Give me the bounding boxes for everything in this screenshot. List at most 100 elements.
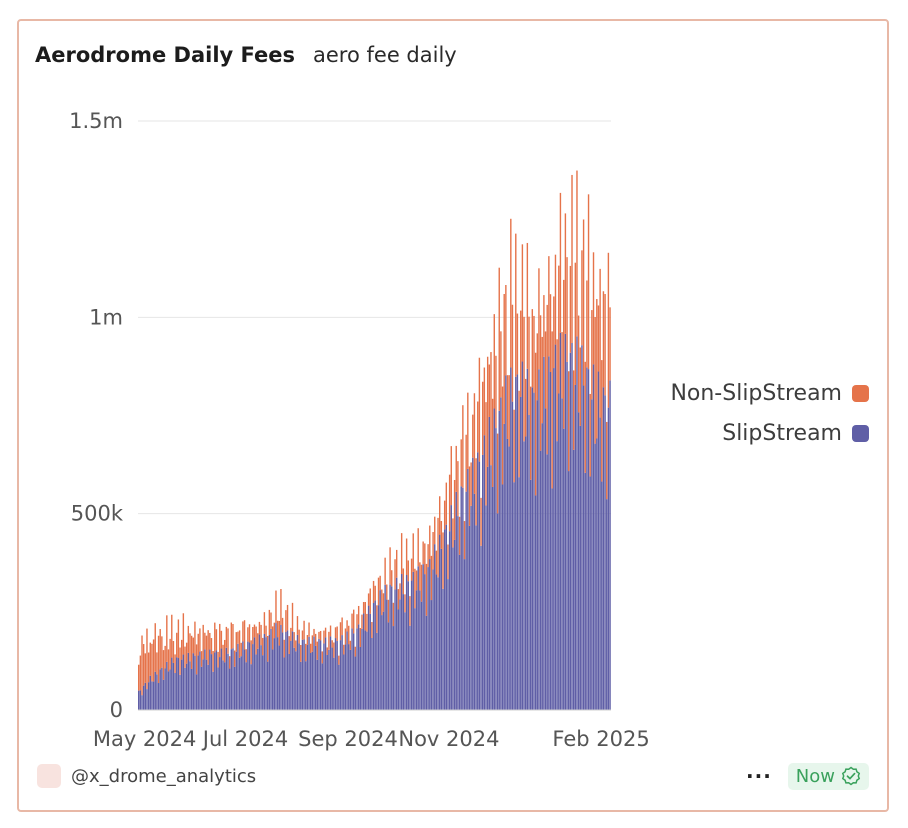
- bar-slipstream: [410, 580, 413, 710]
- bar-slipstream: [439, 534, 441, 710]
- bar-slipstream: [589, 476, 591, 710]
- bar-slipstream: [366, 631, 368, 710]
- bar-non-slipstream: [181, 639, 183, 660]
- author-link[interactable]: @x_drome_analytics: [71, 765, 257, 787]
- bar-non-slipstream: [162, 650, 165, 680]
- legend-item-non-slipstream[interactable]: Non-SlipStream: [670, 373, 869, 413]
- bar-slipstream: [601, 481, 603, 710]
- refresh-status-badge[interactable]: Now: [787, 762, 869, 790]
- bar-slipstream: [452, 547, 454, 710]
- bar-non-slipstream: [520, 310, 522, 397]
- bar-slipstream: [399, 599, 401, 710]
- bar-non-slipstream: [310, 643, 312, 654]
- bar-non-slipstream: [348, 625, 350, 645]
- bar-slipstream: [286, 630, 289, 710]
- bar-non-slipstream: [587, 194, 590, 370]
- bar-non-slipstream: [445, 482, 448, 525]
- bar-slipstream: [591, 399, 593, 710]
- bar-slipstream: [607, 407, 610, 710]
- bar-non-slipstream: [607, 252, 610, 408]
- bar-slipstream: [525, 436, 527, 710]
- check-badge-icon: [841, 766, 861, 786]
- bar-slipstream: [288, 653, 290, 710]
- bar-non-slipstream: [263, 612, 266, 634]
- bar-non-slipstream: [429, 525, 431, 560]
- bar-non-slipstream: [430, 555, 433, 601]
- bar-slipstream: [564, 333, 567, 710]
- bar-non-slipstream: [362, 602, 365, 614]
- bar-non-slipstream: [207, 630, 209, 665]
- bar-slipstream: [250, 664, 252, 710]
- bar-non-slipstream: [250, 640, 252, 665]
- bar-slipstream: [511, 401, 514, 710]
- bar-non-slipstream: [412, 533, 414, 572]
- bar-non-slipstream: [262, 637, 264, 656]
- y-tick-label: 1m: [89, 305, 123, 329]
- bar-non-slipstream: [592, 252, 595, 365]
- y-tick-label: 0: [110, 698, 123, 722]
- bar-non-slipstream: [526, 242, 529, 369]
- bar-non-slipstream: [382, 593, 385, 612]
- bar-slipstream: [384, 584, 386, 710]
- bar-slipstream: [556, 441, 558, 710]
- bar-non-slipstream: [410, 558, 413, 581]
- bar-slipstream: [192, 653, 194, 710]
- bar-non-slipstream: [525, 378, 527, 437]
- bar-non-slipstream: [510, 218, 512, 368]
- bar-non-slipstream: [399, 583, 401, 600]
- bar-non-slipstream: [303, 620, 305, 640]
- bar-non-slipstream: [329, 625, 332, 637]
- bar-slipstream: [336, 641, 338, 710]
- bar-non-slipstream: [439, 496, 441, 535]
- bar-slipstream: [572, 449, 575, 710]
- bar-non-slipstream: [267, 635, 269, 662]
- bar-non-slipstream: [477, 401, 479, 453]
- bar-slipstream: [579, 425, 581, 710]
- bar-slipstream: [233, 666, 236, 710]
- bar-non-slipstream: [463, 521, 466, 560]
- bar-slipstream: [470, 505, 472, 710]
- bar-slipstream: [529, 479, 532, 710]
- bar-slipstream: [391, 586, 393, 710]
- bar-slipstream: [311, 651, 314, 710]
- bar-non-slipstream: [194, 621, 196, 656]
- bar-slipstream: [219, 657, 221, 710]
- bar-non-slipstream: [253, 624, 256, 638]
- bar-non-slipstream: [159, 629, 161, 670]
- bar-slipstream: [477, 452, 479, 710]
- bar-non-slipstream: [574, 262, 577, 385]
- bar-non-slipstream: [227, 628, 229, 654]
- bar-non-slipstream: [482, 381, 484, 455]
- bar-non-slipstream: [138, 664, 140, 691]
- bar-non-slipstream: [151, 643, 153, 682]
- bar-slipstream: [217, 667, 219, 710]
- bar-slipstream: [146, 689, 148, 710]
- bar-non-slipstream: [407, 560, 409, 582]
- bar-slipstream: [558, 393, 560, 710]
- bar-slipstream: [245, 662, 247, 710]
- bar-slipstream: [139, 690, 142, 710]
- bar-non-slipstream: [392, 602, 395, 627]
- bar-slipstream: [338, 664, 340, 710]
- bar-slipstream: [187, 652, 190, 710]
- bar-slipstream: [602, 387, 605, 710]
- bar-slipstream: [367, 605, 370, 710]
- bar-slipstream: [212, 671, 214, 710]
- bar-non-slipstream: [432, 532, 434, 570]
- bar-slipstream: [166, 661, 168, 710]
- chart-card: Aerodrome Daily Fees aero fee daily 0 500…: [17, 19, 889, 812]
- bar-slipstream: [228, 668, 231, 710]
- more-options-icon[interactable]: ···: [746, 764, 772, 788]
- bar-non-slipstream: [511, 304, 514, 402]
- bar-slipstream: [586, 367, 588, 710]
- bar-non-slipstream: [501, 386, 504, 485]
- bar-slipstream: [609, 380, 611, 710]
- bar-non-slipstream: [480, 497, 482, 546]
- bar-non-slipstream: [217, 651, 219, 668]
- bar-slipstream: [485, 505, 487, 710]
- bar-non-slipstream: [387, 599, 390, 623]
- legend-item-slipstream[interactable]: SlipStream: [670, 413, 869, 453]
- bar-slipstream: [354, 656, 357, 710]
- bar-non-slipstream: [288, 636, 290, 654]
- bar-non-slipstream: [566, 257, 568, 362]
